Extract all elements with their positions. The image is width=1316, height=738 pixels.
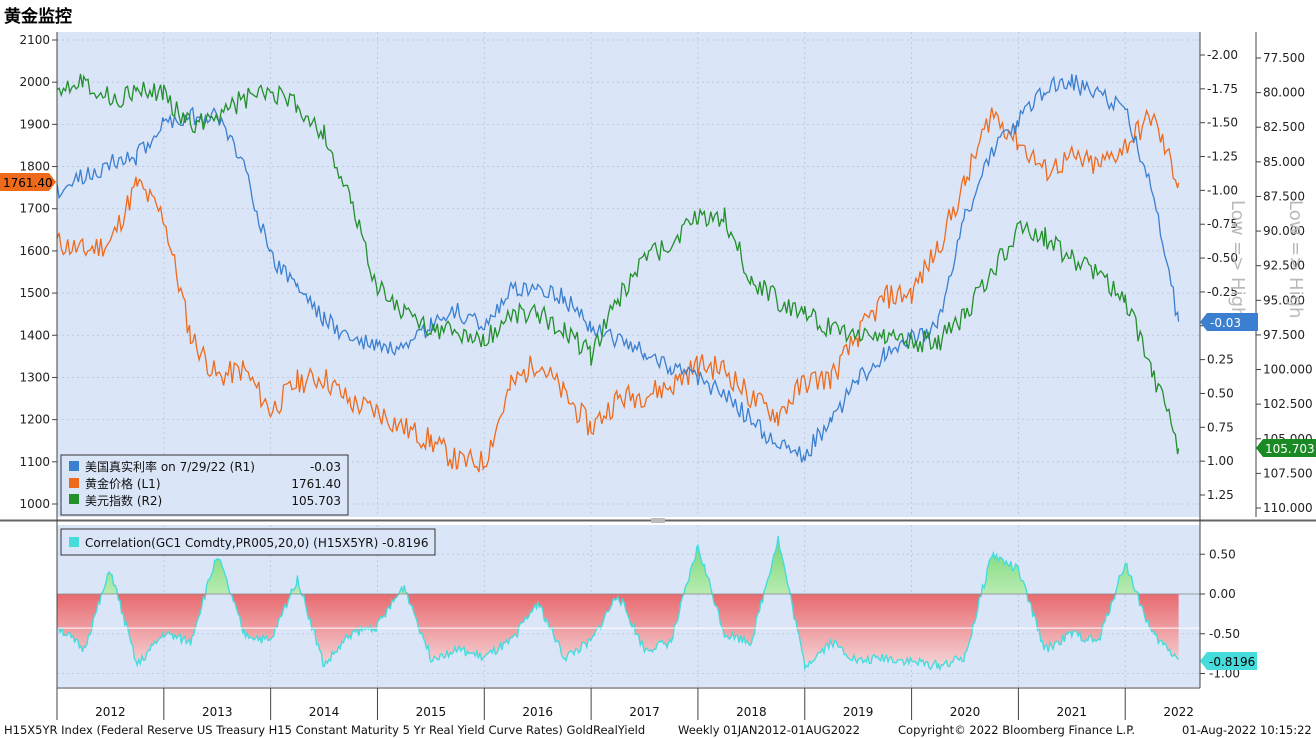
legend-label-dxy: 美元指数 (R2) <box>85 493 162 508</box>
x-year-label: 2019 <box>843 705 874 719</box>
bottom-tick-label: -0.50 <box>1209 627 1240 641</box>
x-year-label: 2020 <box>950 705 981 719</box>
svg-text:1761.40: 1761.40 <box>3 176 53 190</box>
yield-value-tag: -0.03 <box>1200 313 1258 331</box>
mid-tick-label: 0.50 <box>1207 386 1234 400</box>
mid-tick-label: -0.50 <box>1207 251 1238 265</box>
right-tick-label: 95.000 <box>1263 293 1305 307</box>
gold-value-tag: 1761.40 <box>0 173 56 191</box>
panel-resize-handle[interactable] <box>651 518 665 523</box>
right-tick-label: 85.000 <box>1263 155 1305 169</box>
mid-tick-label: 1.25 <box>1207 488 1234 502</box>
right-tick-label: 107.500 <box>1263 466 1313 480</box>
left-tick-label: 1100 <box>19 455 50 469</box>
x-year-label: 2012 <box>95 705 126 719</box>
mid-tick-label: -1.75 <box>1207 82 1238 96</box>
mid-tick-label: -0.75 <box>1207 217 1238 231</box>
correlation-negative-area <box>57 594 1179 670</box>
right-tick-label: 80.000 <box>1263 86 1305 100</box>
x-year-label: 2018 <box>736 705 767 719</box>
bottom-tick-label: 0.50 <box>1209 547 1236 561</box>
right-tick-label: 77.500 <box>1263 51 1305 65</box>
legend-swatch-gold <box>69 478 79 488</box>
mid-tick-label: -1.25 <box>1207 150 1238 164</box>
svg-text:-0.8196: -0.8196 <box>1209 655 1255 669</box>
legend-value-dxy: 105.703 <box>291 494 341 508</box>
left-tick-label: 1800 <box>19 160 50 174</box>
bottom-tick-label: 0.00 <box>1209 587 1236 601</box>
left-tick-label: 1400 <box>19 328 50 342</box>
legend-swatch-dxy <box>69 494 79 504</box>
right-tick-label: 90.000 <box>1263 224 1305 238</box>
left-tick-label: 2100 <box>19 33 50 47</box>
mid-tick-label: -1.00 <box>1207 183 1238 197</box>
real-yield-line <box>57 74 1180 463</box>
svg-text:-0.03: -0.03 <box>1210 316 1241 330</box>
right-tick-label: 92.500 <box>1263 259 1305 273</box>
legend-swatch-correlation <box>69 537 79 547</box>
top-legend: 美国真实利率 on 7/29/22 (R1) -0.03 黄金价格 (L1) 1… <box>60 454 349 516</box>
legend-label-correlation: Correlation(GC1 Comdty,PR005,20,0) (H15X… <box>85 536 428 550</box>
footer-copyright: Copyright© 2022 Bloomberg Finance L.P. <box>898 723 1135 737</box>
left-tick-label: 1700 <box>19 202 50 216</box>
correlation-line <box>57 535 1179 672</box>
chart-title: 黄金监控 <box>4 7 72 27</box>
legend-value-gold: 1761.40 <box>291 477 341 491</box>
right-tick-label: 110.000 <box>1263 501 1313 515</box>
x-year-label: 2021 <box>1057 705 1088 719</box>
right-tick-label: 87.500 <box>1263 189 1305 203</box>
right-axis: 77.500 80.000 82.500 85.000 87.500 90.000 92.5… <box>1256 51 1313 515</box>
legend-swatch-yield <box>69 461 79 471</box>
left-tick-label: 1300 <box>19 370 50 384</box>
footer-source: H15X5YR Index (Federal Reserve US Treasu… <box>4 723 646 737</box>
legend-label-gold: 黄金价格 (L1) <box>85 476 161 491</box>
footer: H15X5YR Index (Federal Reserve US Treasu… <box>0 720 1316 738</box>
svg-text:105.703: 105.703 <box>1265 442 1315 456</box>
left-tick-label: 1000 <box>19 497 50 511</box>
left-tick-label: 1500 <box>19 286 50 300</box>
gold-price-line <box>57 107 1180 473</box>
top-plot-area <box>57 32 1200 517</box>
mid-tick-label: -0.25 <box>1207 285 1238 299</box>
legend-value-yield: -0.03 <box>310 460 341 474</box>
left-tick-label: 1200 <box>19 413 50 427</box>
x-year-label: 2014 <box>309 705 340 719</box>
mid-tick-label: 1.00 <box>1207 454 1234 468</box>
right-axis-note: Low => High <box>1285 200 1306 318</box>
mid-tick-label: -1.50 <box>1207 116 1238 130</box>
mid-tick-label: 0.75 <box>1207 420 1234 434</box>
left-tick-label: 1600 <box>19 244 50 258</box>
dxy-value-tag: 105.703 <box>1256 439 1316 457</box>
dollar-index-line <box>57 73 1180 455</box>
legend-label-yield: 美国真实利率 on 7/29/22 (R1) <box>85 459 255 474</box>
x-year-label: 2016 <box>522 705 553 719</box>
mid-tick-label: 0.25 <box>1207 353 1234 367</box>
right-tick-label: 100.000 <box>1263 363 1313 377</box>
footer-date: 01-Aug-2022 10:15:22 <box>1182 723 1312 737</box>
x-axis: 2012 2013 2014 2015 2016 2017 2018 2019 2020 2021… <box>56 688 1194 720</box>
left-axis: 2100 2000 1900 1800 1700 1600 1500 1400 1300 1200… <box>19 33 57 511</box>
chart-canvas: 2100 2000 1900 1800 1700 1600 1500 1400 1300 1200… <box>0 32 1316 720</box>
mid-tick-label: -2.00 <box>1207 48 1238 62</box>
right-tick-label: 102.500 <box>1263 397 1313 411</box>
bottom-legend: Correlation(GC1 Comdty,PR005,20,0) (H15X… <box>60 528 436 556</box>
right-tick-label: 97.500 <box>1263 328 1305 342</box>
x-year-label: 2013 <box>202 705 233 719</box>
correlation-value-tag: -0.8196 <box>1200 652 1257 670</box>
footer-range: Weekly 01JAN2012-01AUG2022 <box>678 723 860 737</box>
right-tick-label: 82.500 <box>1263 120 1305 134</box>
left-tick-label: 2000 <box>19 75 50 89</box>
left-tick-label: 1900 <box>19 117 50 131</box>
x-year-label: 2015 <box>416 705 447 719</box>
mid-axis-note: Low => High <box>1227 200 1248 318</box>
x-year-label: 2017 <box>629 705 660 719</box>
x-year-label: 2022 <box>1163 705 1194 719</box>
